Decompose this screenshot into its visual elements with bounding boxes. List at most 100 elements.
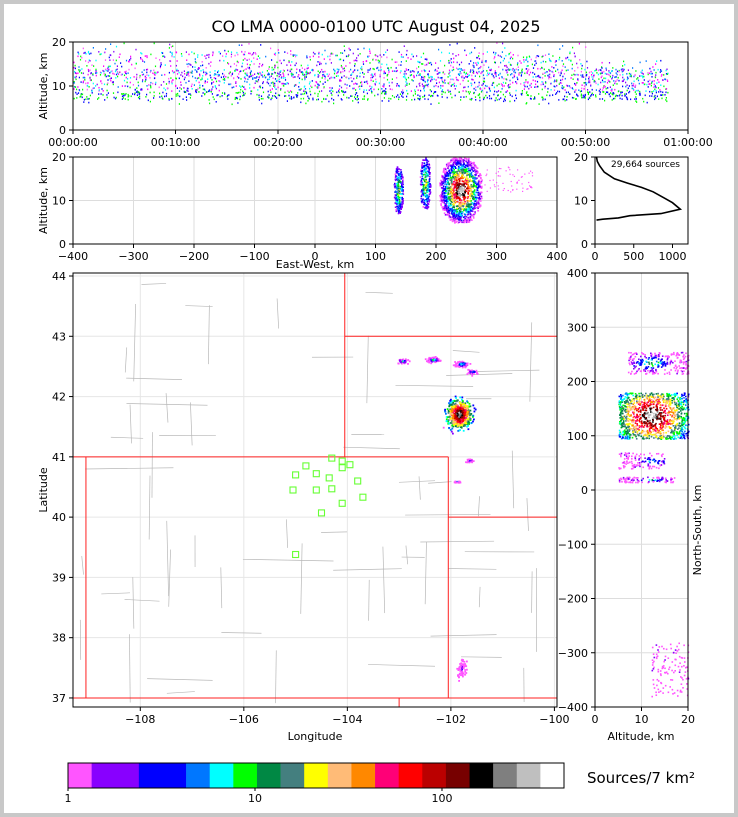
source-point xyxy=(455,209,457,211)
source-point xyxy=(660,70,663,72)
source-point xyxy=(401,206,403,209)
source-point xyxy=(445,170,447,173)
source-point xyxy=(561,85,563,87)
source-point xyxy=(475,191,478,194)
source-point xyxy=(456,407,459,410)
source-point xyxy=(421,170,423,173)
source-point xyxy=(466,415,468,418)
source-point xyxy=(447,162,449,165)
source-point xyxy=(494,61,496,64)
source-point xyxy=(324,81,326,83)
source-point xyxy=(552,55,554,57)
source-point xyxy=(442,81,444,84)
county-boundary xyxy=(147,678,213,681)
source-point xyxy=(612,97,615,100)
source-point xyxy=(396,77,398,79)
source-point xyxy=(427,195,430,198)
source-point xyxy=(359,85,361,88)
source-point xyxy=(363,47,365,50)
source-point xyxy=(421,166,424,169)
source-point xyxy=(162,52,164,54)
source-point xyxy=(464,86,466,88)
source-point xyxy=(201,78,203,80)
source-point xyxy=(312,69,314,71)
source-point xyxy=(442,71,444,74)
source-point xyxy=(332,90,334,93)
source-point xyxy=(447,186,450,189)
source-point xyxy=(621,70,623,73)
source-point xyxy=(481,179,483,181)
source-point xyxy=(274,64,276,67)
source-point xyxy=(455,185,457,188)
source-point xyxy=(77,92,80,94)
source-point xyxy=(424,80,426,83)
source-point xyxy=(621,98,623,100)
source-point xyxy=(470,210,472,212)
source-point xyxy=(395,210,398,213)
source-point xyxy=(448,204,450,207)
source-point xyxy=(453,173,456,175)
source-point xyxy=(208,99,210,101)
source-point xyxy=(614,88,616,91)
source-point xyxy=(395,67,397,69)
source-point xyxy=(439,182,441,184)
source-point xyxy=(461,158,463,161)
source-point xyxy=(438,81,440,84)
source-point xyxy=(462,69,464,71)
source-point xyxy=(130,95,132,98)
source-point xyxy=(604,86,606,88)
source-point xyxy=(459,73,461,75)
source-point xyxy=(402,186,404,188)
source-point xyxy=(453,403,455,406)
source-point xyxy=(653,90,655,92)
source-point xyxy=(561,69,563,72)
source-point xyxy=(642,75,644,77)
source-point xyxy=(555,80,557,82)
source-point xyxy=(425,170,428,173)
source-point xyxy=(104,59,107,61)
source-point xyxy=(346,76,348,79)
source-point xyxy=(223,59,225,62)
source-point xyxy=(322,74,324,76)
x-tick-label: 00:00:00 xyxy=(48,136,97,149)
source-point xyxy=(396,193,399,196)
source-point xyxy=(267,96,269,98)
source-point xyxy=(284,83,286,85)
source-point xyxy=(161,95,163,98)
source-point xyxy=(340,58,342,61)
source-point xyxy=(450,78,452,81)
source-point xyxy=(452,195,454,198)
source-point xyxy=(441,96,443,98)
source-point xyxy=(591,76,593,78)
source-point xyxy=(473,70,475,73)
source-point xyxy=(484,184,486,186)
source-point xyxy=(655,89,657,92)
source-point xyxy=(519,60,521,62)
source-point xyxy=(132,84,134,86)
source-point xyxy=(590,93,593,96)
source-point xyxy=(483,64,485,66)
source-point xyxy=(100,80,102,82)
source-point xyxy=(465,419,468,422)
source-point xyxy=(462,75,464,77)
source-point xyxy=(462,403,465,405)
source-point xyxy=(595,69,597,72)
source-point xyxy=(465,73,467,75)
source-point xyxy=(468,203,470,205)
source-point xyxy=(99,71,102,74)
source-point xyxy=(660,59,662,62)
source-point xyxy=(446,186,448,188)
source-point xyxy=(656,82,658,84)
source-point xyxy=(208,62,210,65)
source-point xyxy=(100,72,102,74)
source-point xyxy=(295,84,297,86)
source-point xyxy=(535,56,537,59)
source-point xyxy=(636,78,638,80)
source-point xyxy=(476,202,478,204)
source-point xyxy=(452,425,455,428)
source-point xyxy=(548,68,550,71)
source-point xyxy=(316,98,318,101)
source-point xyxy=(620,91,622,93)
source-point xyxy=(446,187,449,190)
county-boundary xyxy=(126,377,182,381)
